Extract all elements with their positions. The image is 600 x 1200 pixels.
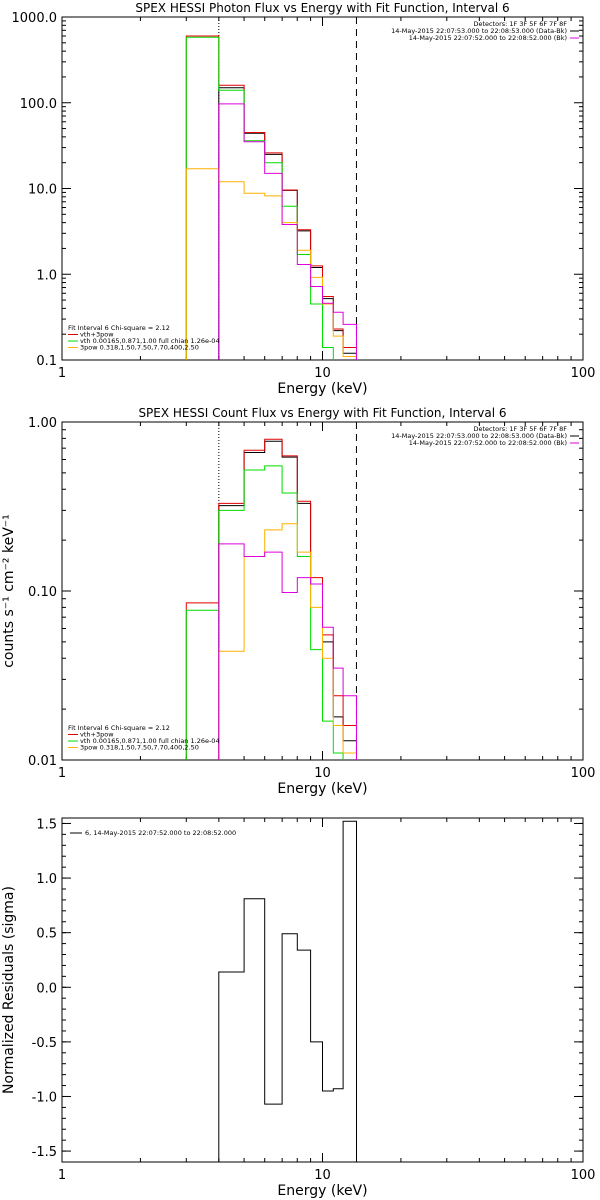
legend-top-entry: 14-May-2015 22:07:52.000 to 22:08:52.000… bbox=[409, 34, 567, 42]
legend-bottom-entry: 3pow 0.318,1.50,7.50,7.70,400,2.50 bbox=[80, 744, 199, 752]
y-tick-label: 0.0 bbox=[36, 981, 57, 996]
plot-frame bbox=[61, 817, 584, 1163]
legend-top-entry: Detectors: 1F 3F 5F 6F 7F 8F bbox=[473, 425, 567, 433]
x-axis-label: Energy (keV) bbox=[277, 1183, 367, 1199]
series-vth-3pow-line bbox=[185, 438, 357, 760]
x-tick-label: 100 bbox=[571, 1168, 596, 1183]
series-vth-line bbox=[185, 36, 334, 360]
series-data-bk-line bbox=[218, 440, 357, 760]
series-bk-line bbox=[218, 543, 357, 760]
y-tick-label: 1.5 bbox=[36, 817, 57, 832]
series-3pow-line bbox=[185, 168, 357, 360]
x-tick-label: 10 bbox=[314, 766, 331, 781]
y-tick-label: 1.00 bbox=[28, 416, 57, 431]
x-tick-label: 10 bbox=[314, 1168, 331, 1183]
x-tick-label: 10 bbox=[314, 366, 331, 381]
legend-top-entry: 14-May-2015 22:07:53.000 to 22:08:53.000… bbox=[391, 27, 567, 35]
legend-bottom-entry: vth+3pow bbox=[80, 731, 114, 739]
legend-bottom-entry: vth 0.00165,0.871,1.00 full chian 1.26e-… bbox=[80, 737, 220, 745]
y-tick-label: 1000.0 bbox=[12, 11, 58, 26]
y-tick-label: 1.0 bbox=[36, 268, 57, 283]
series-vth-line bbox=[185, 465, 344, 760]
chart-panel-1 bbox=[61, 16, 584, 361]
y-axis-label: counts s⁻¹ cm⁻² keV⁻¹ bbox=[1, 514, 17, 668]
chart-title: SPEX HESSI Count Flux vs Energy with Fit… bbox=[138, 406, 506, 420]
chart-panel-3 bbox=[61, 817, 584, 1163]
x-tick-label: 100 bbox=[571, 366, 596, 381]
legend-top-entry: 14-May-2015 22:07:53.000 to 22:08:53.000… bbox=[391, 432, 567, 440]
x-tick-label: 1 bbox=[58, 766, 66, 781]
y-tick-label: 0.10 bbox=[28, 585, 57, 600]
series-data-bk-line bbox=[218, 87, 357, 360]
x-axis-label: Energy (keV) bbox=[277, 781, 367, 797]
y-tick-label: 1.0 bbox=[36, 872, 57, 887]
y-axis-label: Normalized Residuals (sigma) bbox=[1, 886, 17, 1094]
series-3pow-line bbox=[218, 523, 357, 760]
y-tick-label: -0.5 bbox=[32, 1036, 57, 1051]
series-bk-line bbox=[218, 103, 357, 360]
legend-top-entry: 14-May-2015 22:07:52.000 to 22:08:52.000… bbox=[409, 439, 567, 447]
legend-bottom-entry: vth 0.00165,0.871,1.00 full chian 1.26e-… bbox=[80, 337, 220, 345]
y-tick-label: 0.01 bbox=[28, 754, 57, 769]
y-tick-label: 10.0 bbox=[28, 183, 57, 198]
y-tick-label: -1.5 bbox=[32, 1145, 57, 1160]
legend-bottom-entry: 3pow 0.318,1.50,7.50,7.70,400,2.50 bbox=[80, 344, 199, 352]
series-vth-3pow-line bbox=[185, 35, 357, 360]
y-tick-label: 0.1 bbox=[36, 354, 57, 369]
x-axis-label: Energy (keV) bbox=[277, 381, 367, 397]
series-residuals-line bbox=[218, 820, 357, 1162]
y-tick-label: 0.5 bbox=[36, 927, 57, 942]
legend-bottom-entry: Fit Interval 6 Chi-square = 2.12 bbox=[68, 724, 170, 732]
y-tick-label: 100.0 bbox=[20, 97, 57, 112]
legend-bottom-entry: Fit Interval 6 Chi-square = 2.12 bbox=[68, 324, 170, 332]
chart-title: SPEX HESSI Photon Flux vs Energy with Fi… bbox=[135, 1, 509, 15]
x-tick-label: 1 bbox=[58, 366, 66, 381]
x-tick-label: 100 bbox=[571, 766, 596, 781]
legend-bottom-entry: vth+3pow bbox=[80, 331, 114, 339]
x-tick-label: 1 bbox=[58, 1168, 66, 1183]
y-tick-label: -1.0 bbox=[32, 1090, 57, 1105]
chart-panel-2 bbox=[61, 421, 584, 761]
residual-legend: 6, 14-May-2015 22:07:52.000 to 22:08:52.… bbox=[85, 829, 236, 837]
legend-top-entry: Detectors: 1F 3F 5F 6F 7F 8F bbox=[473, 20, 567, 28]
